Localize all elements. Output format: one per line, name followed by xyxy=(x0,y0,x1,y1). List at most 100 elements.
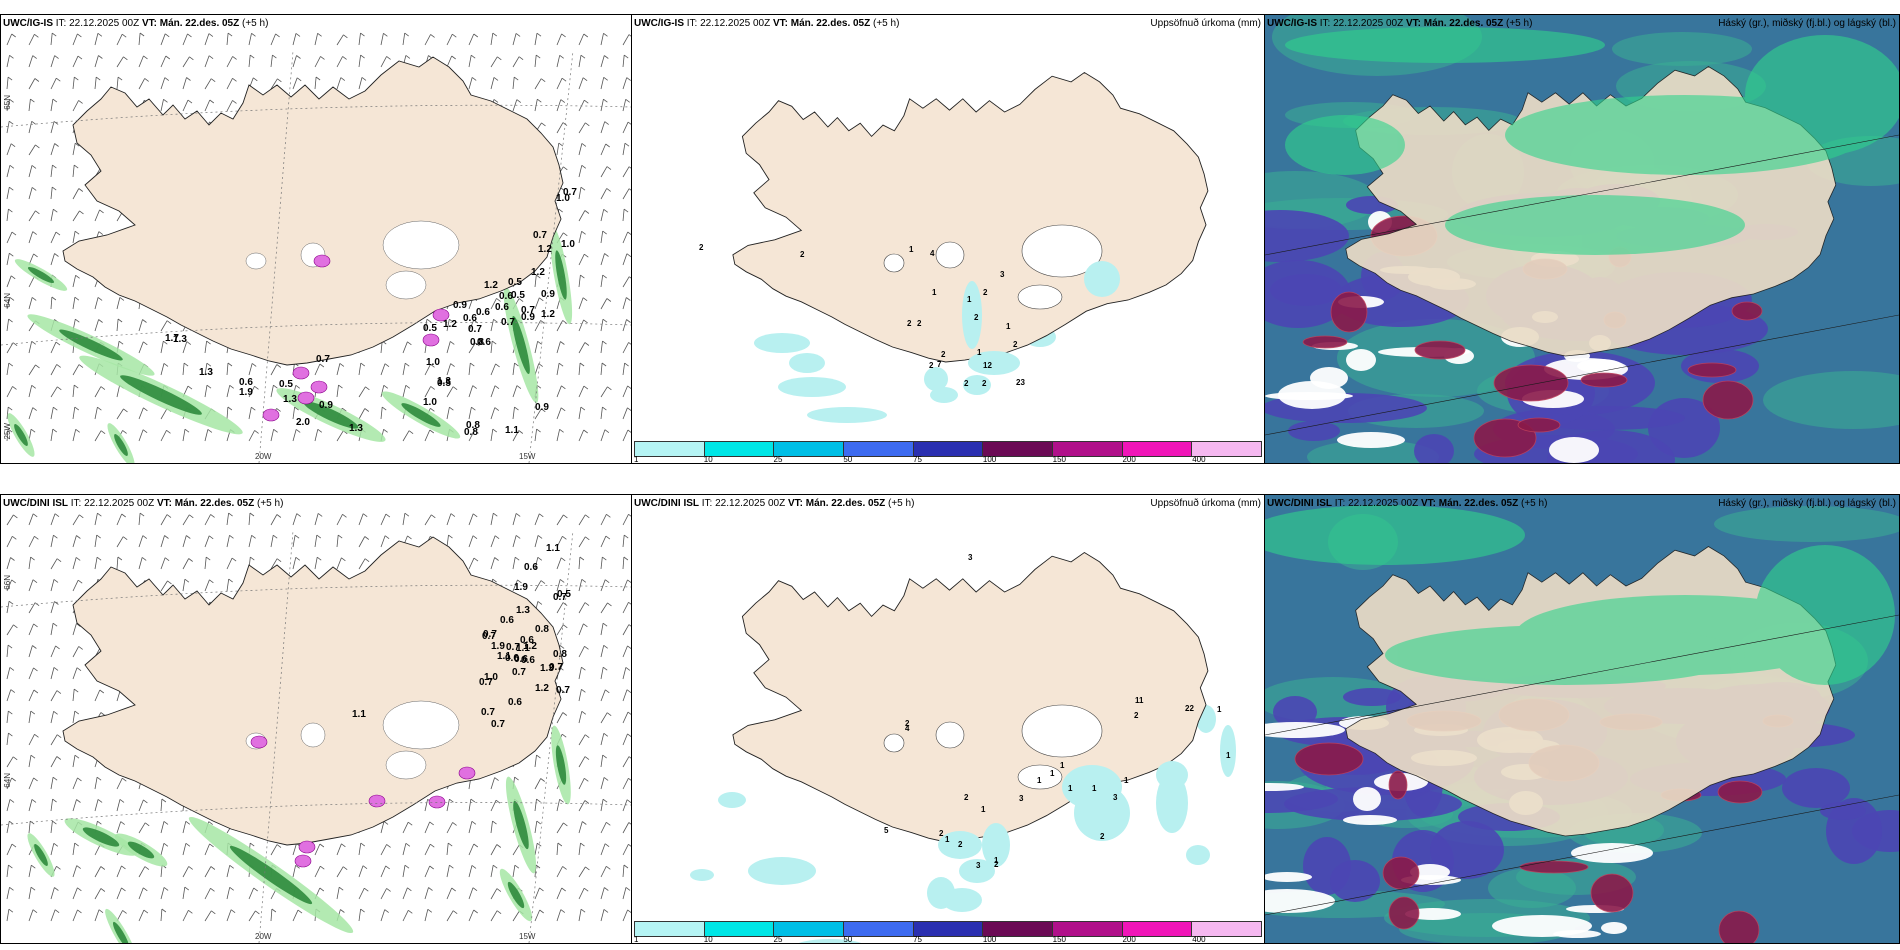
high-cloud-core xyxy=(1302,335,1348,349)
colorbar-label: 50 xyxy=(843,455,853,464)
wind-barb xyxy=(138,799,144,812)
wind-barb xyxy=(534,341,538,354)
wind-barb-flag xyxy=(342,56,347,60)
wind-barb-flag xyxy=(580,406,586,411)
wind-barb-flag xyxy=(34,78,40,82)
wind-barb xyxy=(490,800,497,812)
precip-value-label: 2 xyxy=(974,313,979,322)
wind-barb-flag xyxy=(54,253,59,257)
colorbar-label: 75 xyxy=(913,935,923,944)
wind-barb-flag xyxy=(319,363,325,368)
wind-barb xyxy=(600,143,607,156)
wind-barb xyxy=(490,363,496,376)
wind-barb xyxy=(600,689,606,702)
wind-barb xyxy=(336,385,339,398)
wind-barb xyxy=(556,320,564,332)
precip-value-label: 1.3 xyxy=(349,423,363,434)
colorbar-label: 150 xyxy=(1052,455,1067,464)
wind-barb xyxy=(28,341,33,354)
wind-barb xyxy=(424,887,429,900)
wind-barb xyxy=(578,297,584,310)
wind-barb-flag xyxy=(384,535,390,540)
precip-value-label: 0.7 xyxy=(468,324,482,335)
wind-barb xyxy=(380,407,383,420)
wind-barb-flag xyxy=(580,842,585,847)
wind-barb xyxy=(72,667,78,680)
wind-barb-flag xyxy=(11,843,17,848)
wind-barb xyxy=(6,121,10,134)
wind-barb xyxy=(578,888,585,900)
wind-barb xyxy=(270,78,278,90)
wind-barb-flag xyxy=(360,908,365,913)
wind-barb xyxy=(226,513,229,526)
precip-value-label: 0.7 xyxy=(483,629,497,640)
precip-area xyxy=(690,869,714,881)
wind-barb xyxy=(424,386,432,398)
wind-barb xyxy=(204,55,210,68)
wind-barb xyxy=(50,187,53,200)
wind-barb-flag xyxy=(75,274,80,279)
wind-barb xyxy=(622,579,628,592)
wind-barb-flag xyxy=(98,55,103,59)
precip-area xyxy=(1156,761,1188,789)
wind-barb xyxy=(6,843,13,856)
high-cloud-area xyxy=(1385,625,1745,685)
wind-barb-flag xyxy=(601,362,607,367)
wind-barb xyxy=(28,513,34,526)
wind-barb xyxy=(28,231,34,244)
wind-barb xyxy=(72,623,77,636)
wind-barb xyxy=(534,909,541,922)
wind-barb-flag xyxy=(627,909,631,913)
wind-barb-flag xyxy=(581,710,587,715)
wind-barb xyxy=(424,364,431,376)
wind-barb-flag xyxy=(536,274,541,279)
precip-value-label: 1.2 xyxy=(538,244,552,255)
precip-value-label: 1.1 xyxy=(546,543,560,554)
wind-barb-flag xyxy=(12,535,17,540)
heavy-precip-cell xyxy=(292,366,310,380)
wind-barb xyxy=(182,429,186,442)
wind-barb xyxy=(336,535,339,548)
wind-barb xyxy=(226,33,229,46)
wind-barb-flag xyxy=(163,842,169,847)
low-cloud-area xyxy=(1430,821,1504,879)
wind-barb xyxy=(204,579,210,592)
wind-barb-flag xyxy=(295,33,301,37)
wind-barb-flag xyxy=(560,909,566,913)
wind-barb xyxy=(600,866,607,878)
wind-barb-flag xyxy=(164,77,170,81)
wind-barb xyxy=(28,755,32,768)
wind-barb-flag xyxy=(475,342,480,347)
precip-colorbar: 1 10 25 50 75 100 150 200 400 xyxy=(632,433,1264,463)
wind-barb-flag xyxy=(449,318,454,323)
wind-barb-flag xyxy=(99,689,105,694)
wind-barb-flag xyxy=(76,667,82,672)
colorbar-swatch xyxy=(913,442,984,456)
wind-barb-flag xyxy=(360,362,366,367)
wind-barb xyxy=(94,689,101,702)
wind-barb-flag xyxy=(537,601,543,605)
precip-area xyxy=(748,857,816,885)
wind-barb xyxy=(556,842,559,856)
low-cloud-area xyxy=(1265,260,1351,328)
wind-barb xyxy=(534,320,541,332)
wind-panel-dini: UWC/DINI ISL IT: 22.12.2025 00Z VT: Mán.… xyxy=(0,494,632,944)
wind-barb-flag xyxy=(360,842,366,847)
wind-barb xyxy=(72,55,79,68)
wind-barb-flag xyxy=(627,407,631,411)
wind-barb-flag xyxy=(584,645,589,650)
wind-barb-flag xyxy=(122,430,127,434)
wind-barb-flag xyxy=(139,32,145,37)
wind-barb xyxy=(556,514,564,526)
wind-barb-flag xyxy=(54,601,59,605)
precip-value-label: 2 xyxy=(994,860,999,869)
wind-barb-flag xyxy=(450,363,455,367)
wind-barb xyxy=(534,755,537,768)
wind-barb xyxy=(116,910,123,922)
wind-barb-flag xyxy=(30,754,36,759)
precip-value-label: 2 xyxy=(917,319,922,328)
wind-barb xyxy=(28,865,32,878)
wind-barb-flag xyxy=(7,406,13,411)
wind-barb xyxy=(160,798,163,812)
